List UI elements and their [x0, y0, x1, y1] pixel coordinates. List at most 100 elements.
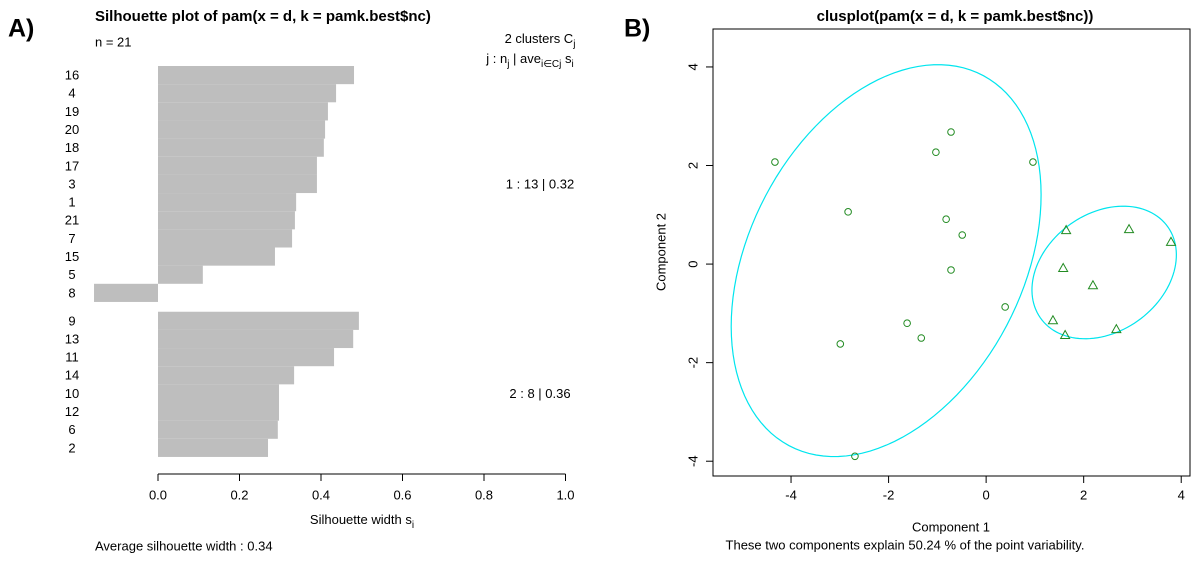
point	[1110, 323, 1122, 334]
legend-header-part: | ave	[509, 51, 541, 66]
bar	[158, 438, 269, 457]
bar	[158, 229, 293, 248]
y-tick-label: 0	[685, 260, 700, 267]
x-axis-label: Component 1	[912, 519, 990, 534]
plot-frame	[712, 28, 1191, 477]
y-tick-label: 4	[68, 86, 75, 101]
y-tick-label: 19	[65, 104, 79, 119]
legend-header-part: j	[572, 39, 575, 50]
x-tick-label: 0.0	[149, 487, 167, 502]
bar	[158, 402, 280, 421]
y-tick-label: 18	[65, 140, 79, 155]
y-tick-label: 21	[65, 213, 79, 228]
legend-header-part: s	[561, 51, 572, 66]
bar	[158, 84, 337, 103]
legend-header-part: 2 clusters C	[505, 31, 574, 46]
x-axis-label-part: i	[412, 520, 414, 531]
y-tick-label: 2	[68, 440, 75, 455]
point	[1057, 262, 1069, 273]
bar	[158, 384, 280, 403]
legend-header-part: i	[572, 59, 574, 70]
y-tick-label: 12	[65, 404, 79, 419]
point	[851, 452, 859, 461]
y-tick-label: 4	[685, 63, 700, 70]
legend-header: j : nj | avei∈Cj si	[485, 51, 574, 69]
point	[932, 148, 940, 157]
y-tick-label: 6	[68, 422, 75, 437]
point	[917, 334, 926, 342]
cluster-ellipse	[730, 64, 1042, 458]
bar	[158, 156, 317, 175]
y-tick-label: 7	[68, 231, 75, 246]
y-axis-label: Component 2	[653, 213, 668, 291]
x-tick-label: 0.6	[393, 487, 411, 502]
y-tick-label: 11	[65, 350, 79, 365]
y-tick-label: 14	[65, 368, 79, 383]
bar	[158, 193, 297, 212]
point	[1001, 303, 1009, 311]
bar	[158, 311, 359, 330]
bar	[158, 102, 328, 121]
bar	[158, 265, 203, 284]
cluster-summary: 2 : 8 | 0.36	[509, 386, 570, 401]
legend-header-part: i∈Cj	[541, 59, 561, 70]
y-tick-label: 15	[65, 249, 79, 264]
bar	[158, 211, 295, 230]
bar	[158, 366, 295, 385]
point	[958, 231, 967, 239]
x-tick-label: 0	[983, 487, 990, 502]
y-tick-label: 3	[68, 176, 75, 191]
bar	[158, 120, 326, 139]
n-label: n = 21	[95, 34, 132, 49]
bar	[158, 66, 355, 85]
y-tick-label: -4	[685, 455, 700, 467]
y-tick-label: 16	[65, 68, 79, 83]
legend-header-part: j	[506, 59, 509, 70]
point	[942, 215, 950, 224]
cluster-summary: 1 : 13 | 0.32	[506, 176, 574, 191]
x-tick-label: -2	[883, 487, 895, 502]
x-tick-label: 1.0	[556, 487, 574, 502]
x-axis-label-part: Silhouette width s	[310, 512, 412, 527]
point	[1087, 279, 1099, 290]
point	[947, 266, 955, 274]
cluster-ellipse	[1031, 205, 1177, 340]
y-tick-label: 9	[68, 313, 75, 328]
point	[844, 208, 852, 216]
x-tick-label: -4	[785, 487, 797, 502]
point	[1123, 223, 1135, 234]
point	[836, 340, 845, 348]
panel-label: B)	[624, 15, 650, 43]
y-tick-label: 5	[68, 267, 75, 282]
point	[947, 128, 955, 136]
bar	[158, 329, 354, 349]
y-tick-label: 2	[685, 162, 700, 169]
legend-header-part: j : n	[485, 51, 507, 66]
chart-title: Silhouette plot of pam(x = d, k = pamk.b…	[95, 8, 431, 25]
y-tick-label: 1	[68, 195, 75, 210]
chart-title: clusplot(pam(x = d, k = pamk.best$nc))	[817, 8, 1094, 25]
x-tick-label: 0.4	[312, 487, 330, 502]
point	[1165, 236, 1177, 246]
point	[1029, 158, 1037, 166]
point	[1059, 329, 1071, 340]
x-tick-label: 2	[1080, 487, 1087, 502]
subtitle: These two components explain 50.24 % of …	[726, 537, 1085, 552]
bar	[158, 348, 335, 367]
point	[903, 319, 911, 328]
y-tick-label: 20	[65, 122, 79, 137]
bar	[158, 138, 324, 157]
x-tick-label: 0.8	[475, 487, 493, 502]
y-tick-label: 17	[65, 158, 79, 173]
panel-label: A)	[8, 15, 34, 43]
bar	[94, 283, 158, 302]
bar	[158, 174, 317, 194]
y-tick-label: 8	[68, 285, 75, 300]
y-tick-label: 13	[65, 331, 79, 346]
x-axis-label: Silhouette width si	[310, 512, 414, 530]
y-tick-label: 10	[65, 386, 79, 401]
x-tick-label: 4	[1178, 487, 1185, 502]
point	[1060, 224, 1072, 235]
point	[771, 158, 779, 166]
bar	[158, 247, 275, 266]
